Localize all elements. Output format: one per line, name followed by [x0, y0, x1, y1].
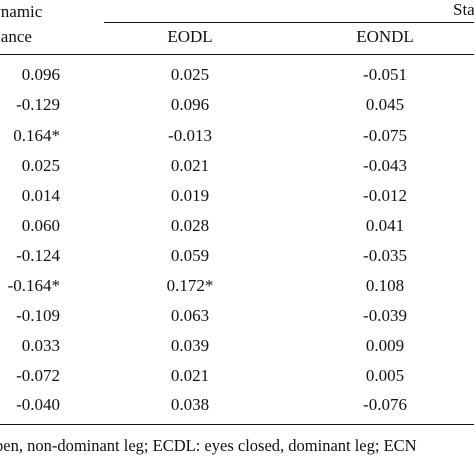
- cell-eodl: 0.025: [170, 65, 210, 84]
- cell-eodl: 0.038: [170, 395, 210, 414]
- cell-eodl: -0.013: [168, 126, 212, 145]
- cell-eodl: 0.063: [170, 306, 210, 325]
- cell-eondl: -0.051: [363, 65, 407, 84]
- cell-dynamic: 0.014: [21, 186, 60, 205]
- cell-eodl: 0.021: [170, 156, 210, 175]
- cell-dynamic: -0.129: [16, 95, 60, 114]
- cell-eondl: 0.041: [365, 216, 405, 235]
- table-footnote: pen, non-dominant leg; ECDL: eyes closed…: [0, 436, 417, 455]
- cell-dynamic: 0.025: [21, 156, 60, 175]
- header-rule-bottom: [0, 54, 474, 55]
- header-static-balance: Sta: [453, 0, 474, 19]
- header-eondl: EONDL: [356, 27, 414, 46]
- cell-eodl: 0.021: [170, 366, 210, 385]
- cell-eondl: -0.035: [363, 246, 407, 265]
- cell-dynamic: -0.109: [16, 306, 60, 325]
- cell-eondl: 0.108: [365, 276, 405, 295]
- cell-eondl: -0.012: [363, 186, 407, 205]
- cell-eondl: -0.075: [363, 126, 407, 145]
- cell-eodl: 0.059: [170, 246, 210, 265]
- header-eodl: EODL: [167, 27, 213, 46]
- cell-dynamic: -0.040: [16, 395, 60, 414]
- cell-dynamic: -0.072: [16, 366, 60, 385]
- cell-eodl: 0.172*: [166, 276, 214, 295]
- cell-dynamic: 0.060: [21, 216, 60, 235]
- header-rule-static-group: [104, 22, 474, 23]
- header-dynamic-line1: Dynamic: [0, 2, 43, 21]
- cell-dynamic: 0.033: [21, 336, 60, 355]
- cell-eondl: 0.045: [365, 95, 405, 114]
- cell-dynamic: -0.164*: [7, 276, 60, 295]
- header-dynamic-line2: balance: [0, 27, 32, 46]
- cell-eodl: 0.028: [170, 216, 210, 235]
- cell-eondl: -0.043: [363, 156, 407, 175]
- cell-eodl: 0.039: [170, 336, 210, 355]
- cell-eondl: -0.039: [363, 306, 407, 325]
- cell-dynamic: 0.164*: [13, 126, 60, 145]
- cell-eodl: 0.019: [170, 186, 210, 205]
- cell-dynamic: 0.096: [21, 65, 60, 84]
- cell-eodl: 0.096: [170, 95, 210, 114]
- table-bottom-rule: [0, 424, 474, 425]
- cell-eondl: -0.076: [363, 395, 407, 414]
- cell-dynamic: -0.124: [16, 246, 60, 265]
- cell-eondl: 0.009: [365, 336, 405, 355]
- cell-eondl: 0.005: [365, 366, 405, 385]
